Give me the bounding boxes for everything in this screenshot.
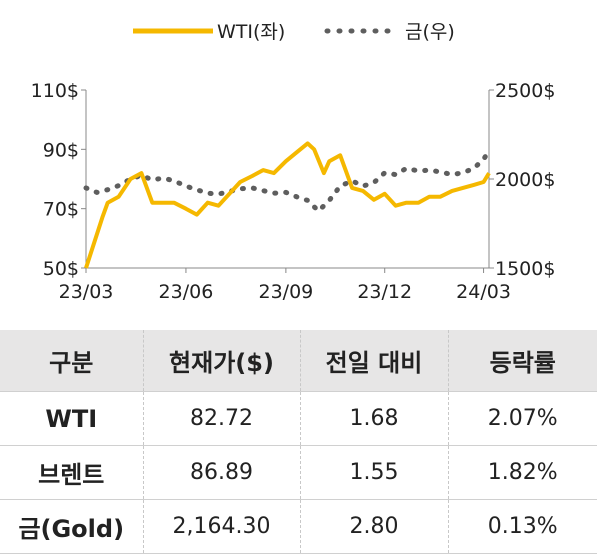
y-left-tick-label: 90$ [43,139,79,161]
x-tick-label: 23/09 [258,281,313,303]
header-category: 구분 [0,330,143,392]
table-row: 금(Gold) 2,164.30 2.80 0.13% [0,499,597,554]
series-lines [83,141,492,269]
header-price: 현재가($) [142,330,300,392]
x-tick-label: 23/06 [159,281,214,303]
y-right-tick-label: 1500$ [495,258,555,280]
y-left-tick-label: 70$ [43,199,79,221]
row-rate: 2.07% [447,391,597,446]
row-price: 2,164.30 [142,499,300,554]
row-price: 86.89 [142,445,300,500]
gold-series-line [83,148,492,215]
row-price: 82.72 [142,391,300,446]
header-change: 전일 대비 [299,330,448,392]
table-header-row: 구분 현재가($) 전일 대비 등락률 [0,330,597,392]
wti-series-line [84,141,491,269]
y-right-tick-label: 2500$ [495,80,555,102]
row-name: WTI [0,391,143,446]
axes [81,89,494,273]
header-rate: 등락률 [447,330,597,392]
row-name: 브렌트 [0,445,143,500]
legend: WTI(좌) 금(우) [133,21,455,43]
legend-wti-label: WTI(좌) [217,21,285,43]
row-change: 2.80 [299,499,448,554]
y-left-tick-label: 110$ [31,80,79,102]
tick-labels: 110$ 90$ 70$ 50$ 2500$ 2000$ 1500$ 23/03 23/06 23… [31,80,556,303]
x-tick-label: 23/03 [59,281,114,303]
table-row: WTI 82.72 1.68 2.07% [0,391,597,446]
legend-gold-label: 금(우) [405,21,455,43]
y-left-tick-label: 50$ [43,258,79,280]
row-name: 금(Gold) [0,499,143,554]
price-table: 구분 현재가($) 전일 대비 등락률 WTI 82.72 1.68 2.07%… [0,330,597,554]
table-row: 브렌트 86.89 1.55 1.82% [0,445,597,500]
x-tick-label: 24/03 [456,281,511,303]
row-rate: 0.13% [447,499,597,554]
row-change: 1.55 [299,445,448,500]
x-tick-label: 23/12 [357,281,412,303]
price-chart: WTI(좌) 금(우) 110$ 90$ 70$ 50$ 2500$ 2000$ 1500$… [31,21,556,303]
y-right-tick-label: 2000$ [495,169,555,191]
row-rate: 1.82% [447,445,597,500]
row-change: 1.68 [299,391,448,446]
